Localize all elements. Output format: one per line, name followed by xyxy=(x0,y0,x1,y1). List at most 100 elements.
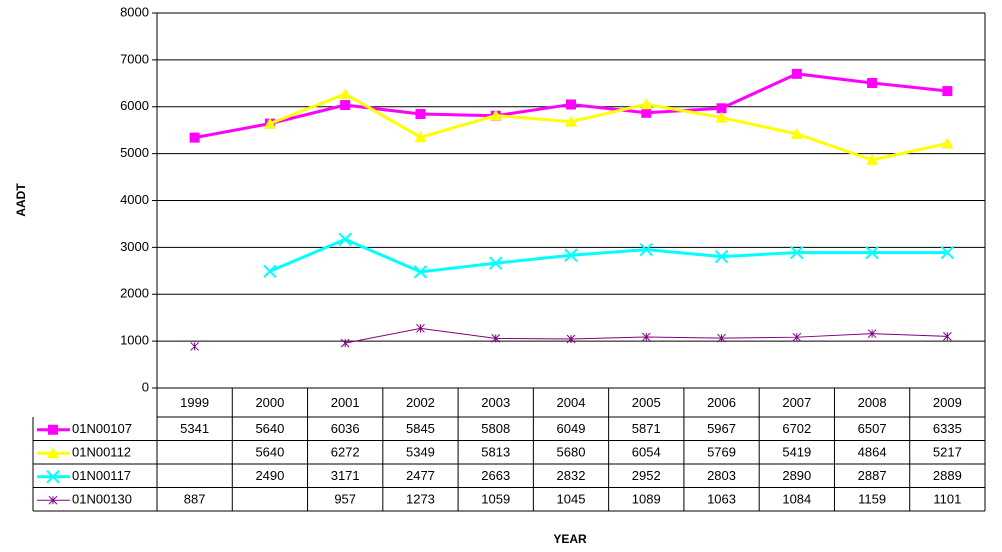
marker xyxy=(415,109,426,120)
marker xyxy=(491,334,501,343)
table-value: 1089 xyxy=(632,492,661,507)
series-line xyxy=(269,92,948,162)
x-axis-label: YEAR xyxy=(553,532,587,546)
table-value: 2490 xyxy=(255,468,284,483)
marker xyxy=(716,103,727,114)
table-value: 6049 xyxy=(557,421,586,436)
table-value: 5871 xyxy=(632,421,661,436)
marker xyxy=(340,100,351,111)
table-value: 4864 xyxy=(858,445,887,460)
table-value: 1273 xyxy=(406,492,435,507)
table-value: 6702 xyxy=(782,421,811,436)
marker xyxy=(340,338,350,348)
table-value: 2477 xyxy=(406,468,435,483)
table-value: 2832 xyxy=(557,468,586,483)
marker xyxy=(48,424,58,435)
legend-label: 01N00112 xyxy=(72,445,131,460)
table-value: 5769 xyxy=(707,445,736,460)
marker xyxy=(263,264,277,278)
marker xyxy=(867,329,877,339)
table-value: 887 xyxy=(184,492,206,507)
marker xyxy=(416,323,425,333)
legend-label: 01N00107 xyxy=(72,421,132,436)
marker xyxy=(792,332,802,342)
table-value: 5967 xyxy=(707,421,736,436)
y-axis-label: AADT xyxy=(14,183,28,217)
marker xyxy=(46,470,60,484)
marker xyxy=(564,248,578,262)
y-tick-label: 6000 xyxy=(120,98,149,113)
y-tick-label: 0 xyxy=(142,379,149,394)
marker xyxy=(489,109,502,121)
table-value: 5680 xyxy=(557,445,586,460)
marker xyxy=(48,495,58,505)
table-value: 1045 xyxy=(557,492,586,507)
legend-label: 01N00130 xyxy=(72,492,132,507)
table-value: 6054 xyxy=(632,445,661,460)
marker xyxy=(867,77,878,88)
series-line xyxy=(269,237,948,274)
table-value: 2952 xyxy=(632,468,661,483)
y-tick-label: 5000 xyxy=(120,145,149,160)
y-tick-label: 3000 xyxy=(120,239,149,254)
legend-label: 01N00117 xyxy=(72,468,131,483)
x-tick-label: 2000 xyxy=(255,395,284,410)
table-value: 2889 xyxy=(933,468,962,483)
y-tick-label: 8000 xyxy=(120,4,149,19)
table-value: 5419 xyxy=(782,445,811,460)
marker xyxy=(489,256,503,270)
x-tick-label: 2001 xyxy=(331,395,360,410)
marker xyxy=(566,334,576,344)
marker xyxy=(940,245,955,260)
marker xyxy=(639,242,653,257)
table-value: 5808 xyxy=(481,421,510,436)
marker xyxy=(941,137,954,149)
table-value: 5640 xyxy=(255,445,284,460)
y-tick-label: 4000 xyxy=(120,192,149,207)
x-tick-label: 2004 xyxy=(557,395,586,410)
marker xyxy=(565,115,577,127)
table-value: 5813 xyxy=(481,445,510,460)
marker xyxy=(866,154,879,165)
table-value: 2803 xyxy=(707,468,736,483)
table-value: 1063 xyxy=(707,492,736,507)
table-value: 1159 xyxy=(858,492,886,507)
marker xyxy=(413,265,428,279)
marker xyxy=(190,342,199,351)
x-tick-label: 2003 xyxy=(481,395,510,410)
marker xyxy=(338,232,352,247)
y-tick-label: 2000 xyxy=(120,286,149,301)
marker xyxy=(715,111,728,123)
table-value: 2887 xyxy=(858,468,887,483)
table-value: 3171 xyxy=(331,468,360,483)
table-value: 6507 xyxy=(858,421,887,436)
table-value: 1084 xyxy=(782,492,811,507)
marker xyxy=(790,127,803,139)
table-value: 957 xyxy=(334,492,356,507)
marker xyxy=(263,117,276,129)
x-tick-label: 2002 xyxy=(406,395,435,410)
x-tick-label: 2007 xyxy=(782,395,811,410)
marker xyxy=(566,99,576,110)
marker xyxy=(714,249,729,264)
table-value: 5341 xyxy=(180,421,209,436)
y-tick-label: 1000 xyxy=(120,333,149,348)
marker xyxy=(640,98,653,110)
x-tick-label: 1999 xyxy=(180,395,209,410)
table-value: 5349 xyxy=(406,445,435,460)
table-value: 1101 xyxy=(933,492,961,507)
table-value: 6335 xyxy=(933,421,962,436)
table-value: 2890 xyxy=(782,468,811,483)
marker xyxy=(47,447,59,459)
table-value: 6272 xyxy=(331,445,360,460)
table-value: 2663 xyxy=(481,468,510,483)
table-value: 1059 xyxy=(481,492,510,507)
table-value: 5640 xyxy=(255,421,284,436)
y-tick-label: 7000 xyxy=(120,51,149,66)
marker xyxy=(942,86,953,97)
marker xyxy=(339,88,352,99)
marker xyxy=(865,245,879,260)
x-tick-label: 2006 xyxy=(707,395,736,410)
